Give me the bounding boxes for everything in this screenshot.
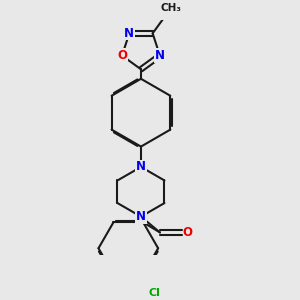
- Text: Cl: Cl: [148, 288, 160, 298]
- Text: O: O: [182, 226, 192, 239]
- Text: CH₃: CH₃: [161, 3, 182, 13]
- Text: N: N: [155, 49, 165, 62]
- Text: N: N: [124, 27, 134, 40]
- Text: O: O: [117, 49, 127, 62]
- Text: N: N: [136, 210, 146, 223]
- Text: N: N: [136, 160, 146, 173]
